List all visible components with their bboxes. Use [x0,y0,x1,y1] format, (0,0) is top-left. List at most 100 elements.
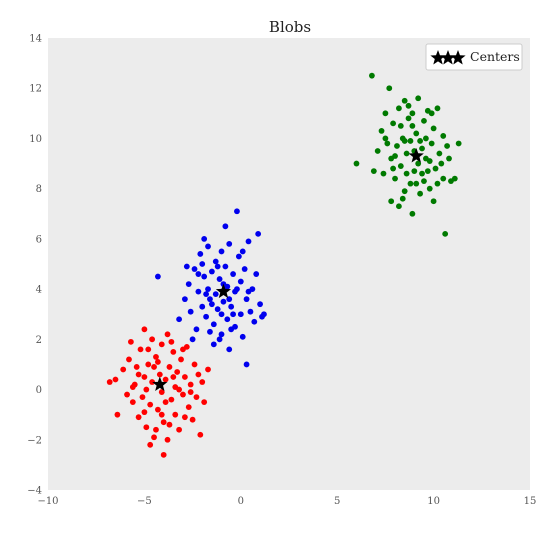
data-point-cluster-2 [191,266,198,272]
data-point-cluster-3 [392,153,398,159]
y-tick-label: 14 [29,34,42,45]
data-point-cluster-3 [382,135,389,142]
data-point-cluster-2 [201,235,208,242]
data-point-cluster-3 [405,115,412,122]
data-point-cluster-2 [253,271,260,277]
data-point-cluster-1 [172,411,179,418]
data-point-cluster-2 [203,291,210,298]
data-point-cluster-1 [178,356,184,363]
data-point-cluster-2 [216,336,223,343]
data-point-cluster-3 [434,180,441,187]
data-point-cluster-3 [424,168,431,174]
data-point-cluster-2 [214,263,221,270]
data-point-cluster-3 [378,128,385,134]
data-point-cluster-1 [164,331,171,338]
y-tick-label: 8 [36,184,42,195]
data-point-cluster-2 [155,273,161,280]
data-point-cluster-1 [137,346,144,353]
data-point-cluster-3 [407,180,414,187]
data-point-cluster-2 [239,248,246,255]
data-point-cluster-3 [440,133,447,139]
data-point-cluster-3 [370,168,377,174]
data-point-cluster-2 [183,263,190,270]
data-point-cluster-3 [413,130,420,137]
data-point-cluster-2 [243,361,250,368]
data-point-cluster-1 [156,371,163,378]
data-point-cluster-2 [230,271,236,277]
data-point-cluster-1 [197,431,204,438]
data-point-cluster-3 [417,138,423,144]
y-tick-label: 4 [36,285,42,296]
data-point-cluster-1 [106,379,113,385]
data-point-cluster-3 [407,138,414,144]
data-point-cluster-3 [409,210,416,217]
data-point-cluster-2 [199,303,206,310]
data-point-cluster-3 [369,72,375,79]
data-point-cluster-1 [181,374,188,380]
data-point-cluster-2 [181,296,188,303]
data-point-cluster-2 [205,243,211,250]
data-point-cluster-3 [384,140,391,147]
data-point-cluster-1 [149,336,156,343]
data-point-cluster-3 [422,135,429,142]
data-point-cluster-1 [127,338,134,345]
center-star-marker [408,148,424,163]
data-point-cluster-3 [403,170,410,177]
legend-star-marker [450,50,466,65]
data-point-cluster-1 [155,406,161,413]
data-point-cluster-2 [189,336,196,343]
data-point-cluster-2 [224,316,231,323]
data-point-cluster-1 [158,411,165,418]
data-point-cluster-1 [145,361,152,368]
data-point-cluster-1 [129,399,136,406]
data-point-cluster-3 [415,95,422,102]
data-point-cluster-3 [428,110,435,117]
y-tick-label: −2 [27,435,42,446]
data-point-cluster-1 [114,411,121,418]
data-point-cluster-1 [145,346,152,353]
data-point-cluster-1 [160,419,167,426]
data-point-cluster-1 [166,421,173,428]
legend-star-marker [440,50,456,65]
data-point-cluster-3 [426,158,433,164]
data-point-cluster-1 [189,416,196,423]
data-point-cluster-1 [112,376,119,383]
data-point-cluster-1 [143,424,150,431]
data-point-cluster-1 [176,386,183,393]
data-point-cluster-2 [185,281,192,287]
data-point-cluster-1 [141,374,148,380]
data-point-cluster-3 [419,145,425,152]
data-point-cluster-2 [222,263,229,270]
data-point-cluster-3 [392,175,398,182]
data-point-cluster-3 [390,165,397,172]
data-point-cluster-2 [243,296,250,303]
data-point-cluster-1 [187,381,194,388]
data-point-cluster-3 [380,170,387,177]
data-point-cluster-2 [218,248,225,255]
data-point-cluster-2 [226,241,233,247]
data-point-cluster-2 [247,308,254,315]
data-point-cluster-1 [162,399,169,406]
data-point-cluster-2 [255,230,262,237]
y-tick-label: 2 [36,335,42,346]
data-point-cluster-2 [245,238,252,245]
data-point-cluster-1 [168,396,175,403]
data-point-cluster-1 [162,376,169,383]
data-point-cluster-2 [234,208,240,215]
data-point-cluster-1 [120,366,127,373]
x-tick-label: −5 [137,496,152,507]
data-point-cluster-3 [401,138,408,144]
data-point-cluster-2 [187,308,194,315]
data-point-cluster-1 [135,371,142,378]
data-point-cluster-3 [446,155,452,162]
x-tick-label: −10 [37,496,58,507]
data-point-cluster-3 [442,230,449,237]
y-tick-label: −4 [27,486,42,497]
data-point-cluster-2 [212,258,219,265]
legend-star-icon [430,50,466,65]
data-point-cluster-3 [428,140,435,147]
x-tick-label: 15 [524,496,537,507]
data-point-cluster-2 [212,291,219,298]
data-point-cluster-1 [170,374,177,380]
data-point-cluster-3 [421,117,427,124]
